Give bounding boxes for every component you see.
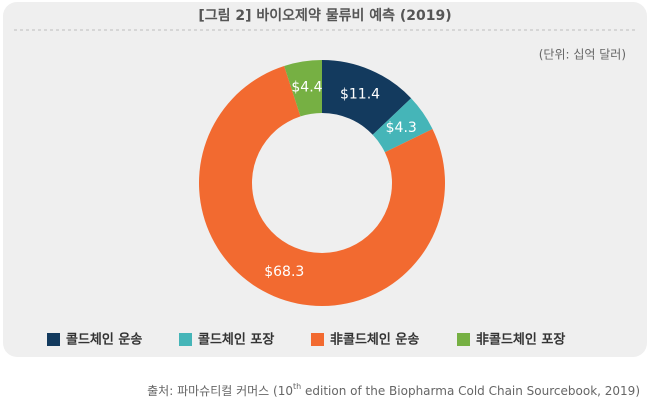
value-label: $11.4: [340, 86, 380, 102]
legend-label: 非콜드체인 포장: [476, 332, 565, 348]
donut-slice: [284, 60, 322, 117]
value-label: $68.3: [264, 264, 304, 280]
legend-label: 非콜드체인 운송: [330, 332, 419, 348]
chart-panel: [3, 2, 647, 357]
donut-slice: [199, 65, 445, 306]
legend: 콜드체인 운송 콜드체인 포장 非콜드체인 운송 非콜드체인 포장: [47, 332, 565, 348]
legend-label: 콜드체인 포장: [198, 332, 274, 348]
value-label: $4.4: [291, 80, 322, 96]
legend-swatch: [47, 333, 60, 346]
source-prefix: 출처: 파마슈티컬 커머스 (10: [147, 384, 293, 398]
donut-slice: [322, 60, 412, 135]
source-superscript: th: [293, 382, 301, 391]
legend-swatch: [179, 333, 192, 346]
legend-swatch: [457, 333, 470, 346]
source-note: 출처: 파마슈티컬 커머스 (10th edition of the Bioph…: [147, 382, 640, 398]
legend-swatch: [311, 333, 324, 346]
unit-note: (단위: 십억 달러): [539, 48, 626, 62]
source-suffix: edition of the Biopharma Cold Chain Sour…: [301, 384, 640, 398]
value-label: $4.3: [386, 120, 417, 136]
donut: $11.4 $4.3 $68.3 $4.4: [199, 60, 445, 306]
donut-slice: [372, 98, 433, 153]
chart-title: [그림 2] 바이오제약 물류비 예측 (2019): [198, 7, 451, 24]
legend-label: 콜드체인 운송: [66, 332, 142, 348]
